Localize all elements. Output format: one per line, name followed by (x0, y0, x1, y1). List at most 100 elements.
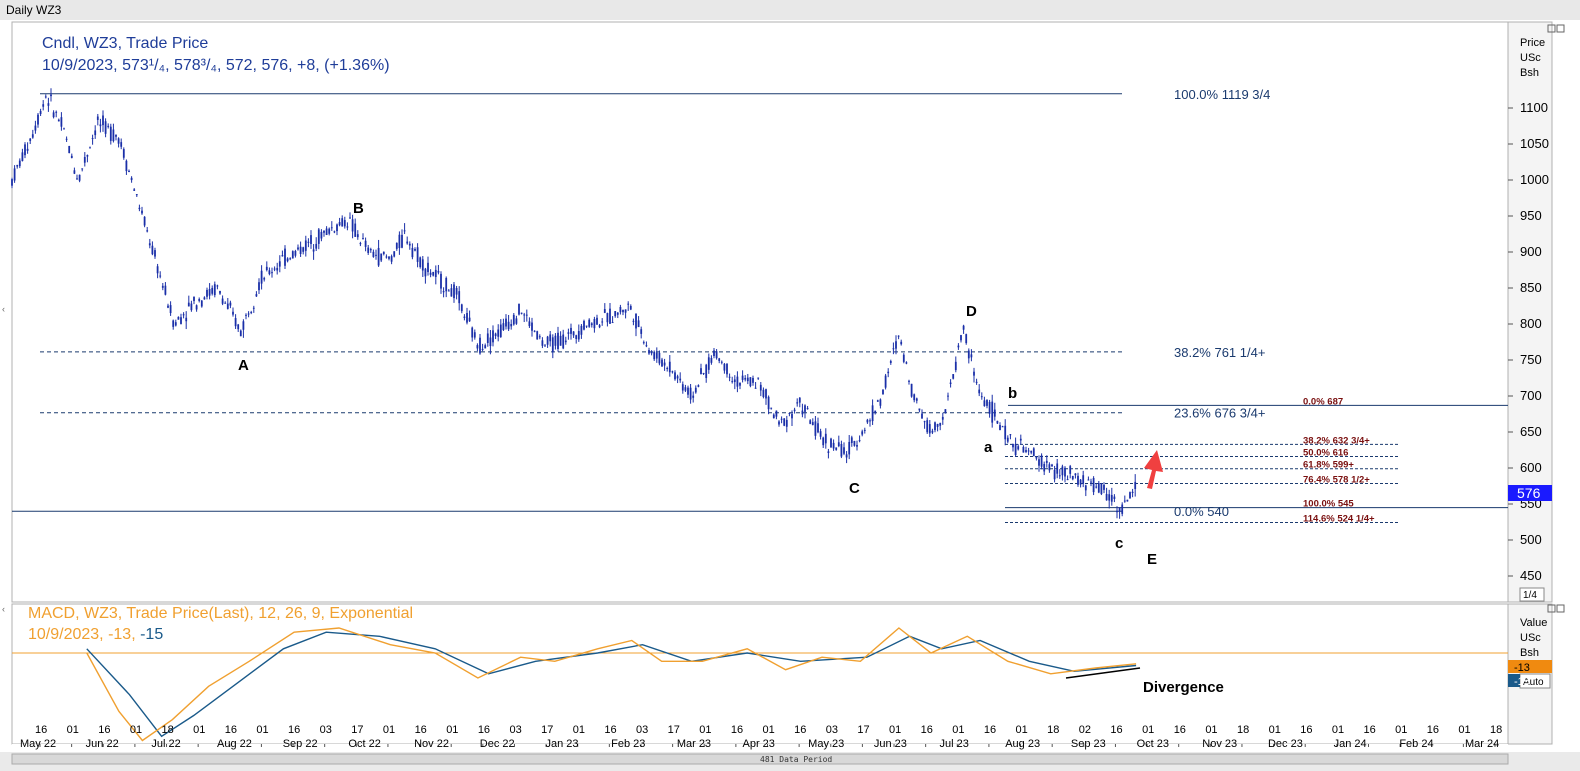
candle-body (798, 397, 801, 403)
x-month-label: Oct 23 (1137, 738, 1169, 750)
candle-body (1045, 460, 1048, 463)
candle-body (182, 314, 185, 316)
candle-body (570, 327, 572, 334)
candle-body (710, 357, 713, 363)
candle-body (546, 336, 549, 345)
candle-body (512, 314, 515, 325)
candle-body (63, 128, 65, 130)
candle-body (598, 325, 601, 328)
candle-body (525, 314, 528, 316)
candle-body (34, 125, 37, 131)
macd-panel-window-icons[interactable] (1547, 604, 1565, 613)
x-day-label: 01 (952, 724, 964, 736)
x-day-label: 01 (383, 724, 395, 736)
candle-body (297, 247, 299, 250)
scroll-left-icon-macd[interactable]: ‹ (2, 604, 5, 614)
candle-body (250, 312, 253, 314)
macd-legend-signal: -15 (140, 626, 163, 643)
candle-body (499, 324, 502, 337)
macd-axis-header-1: Value (1520, 617, 1547, 629)
price-tick-label: 500 (1520, 532, 1542, 547)
price-panel-window-icons[interactable] (1547, 24, 1565, 33)
candle-body (1014, 443, 1017, 456)
scroll-left-icon[interactable]: ‹ (2, 304, 5, 314)
candle-body (18, 160, 21, 167)
candle-body (55, 111, 58, 113)
macd-axis-header-2: USc (1520, 632, 1541, 644)
candle-body (286, 258, 289, 262)
candle-body (1019, 438, 1022, 441)
candle-body (356, 234, 359, 238)
candle-body (70, 155, 73, 158)
price-plot-area[interactable] (11, 21, 1509, 603)
x-month-label: May 23 (808, 738, 844, 750)
candle-body (622, 309, 624, 313)
candle-body (1121, 504, 1124, 514)
candle-body (863, 429, 866, 431)
candle-body (767, 396, 770, 410)
candle-body (718, 358, 721, 361)
candle-body (726, 363, 728, 375)
price-legend-line2: 10/9/2023, 573¹/₄, 578³/₄, 572, 576, +8,… (42, 57, 390, 74)
candle-body (645, 345, 648, 347)
candle-body (362, 238, 364, 240)
x-month-label: Jan 24 (1334, 738, 1367, 750)
candle-body (1116, 510, 1118, 513)
candle-body (323, 230, 325, 233)
candle-body (902, 354, 905, 362)
candle-body (273, 268, 276, 270)
candle-body (616, 312, 619, 315)
candle-body (819, 431, 822, 437)
candle-body (749, 377, 752, 387)
candle-body (606, 313, 609, 323)
candle-body (804, 405, 806, 412)
candle-body (528, 321, 531, 327)
price-axis-panel[interactable] (1507, 21, 1553, 603)
candle-body (161, 285, 164, 288)
candle-body (195, 305, 198, 310)
candle-body (96, 116, 99, 120)
candle-body (666, 368, 669, 370)
horizontal-scrollbar[interactable] (11, 753, 1509, 765)
candle-body (1131, 491, 1134, 494)
candle-body (109, 126, 112, 141)
candle-body (918, 408, 921, 411)
candle-body (809, 420, 812, 424)
x-month-label: Apr 23 (743, 738, 775, 750)
candle-body (424, 268, 427, 277)
candle-body (112, 129, 115, 142)
title-bar (0, 0, 1580, 20)
fib-minor-label: 61.8% 599+ (1303, 460, 1354, 471)
candle-body (970, 354, 973, 358)
divergence-line (1065, 667, 1141, 679)
candle-body (1100, 483, 1103, 495)
candle-body (713, 350, 715, 357)
candle-body (265, 266, 268, 271)
x-day-label: 01 (1458, 724, 1470, 736)
candle-body (926, 420, 929, 433)
candle-body (102, 115, 104, 126)
candle-body (440, 273, 442, 289)
candle-body (879, 399, 882, 406)
candle-body (497, 329, 500, 337)
x-month-label: Nov 22 (414, 738, 449, 750)
candle-body (650, 351, 653, 354)
fib-minor-label: 100.0% 545 (1303, 499, 1354, 510)
candle-body (354, 223, 357, 237)
candle-body (910, 383, 913, 397)
candle-body (1035, 456, 1038, 459)
x-day-label: 16 (1110, 724, 1122, 736)
candle-body (744, 377, 747, 380)
price-scale-button[interactable] (1519, 587, 1545, 602)
candle-body (1129, 492, 1131, 499)
x-day-label: 03 (636, 724, 648, 736)
x-day-label: 03 (826, 724, 838, 736)
candle-body (575, 335, 578, 340)
candle-body (707, 357, 710, 370)
candle-body (328, 228, 331, 234)
candle-body (164, 285, 167, 295)
macd-plot-area[interactable] (11, 603, 1509, 745)
price-tick-label: 800 (1520, 316, 1542, 331)
price-scale-label: 1/4 (1523, 590, 1537, 601)
candle-body (601, 321, 604, 323)
